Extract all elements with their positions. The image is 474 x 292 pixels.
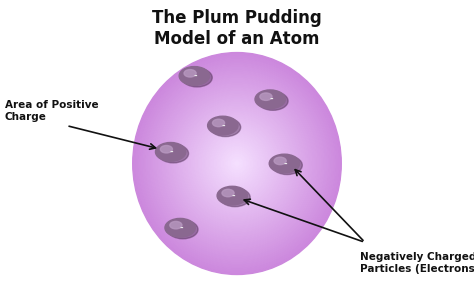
Ellipse shape — [209, 134, 265, 193]
Ellipse shape — [199, 123, 275, 204]
Circle shape — [260, 93, 272, 100]
Circle shape — [179, 67, 210, 85]
Circle shape — [272, 156, 302, 175]
Circle shape — [155, 142, 186, 161]
Ellipse shape — [190, 114, 284, 213]
Circle shape — [170, 221, 182, 229]
Ellipse shape — [232, 158, 242, 169]
Ellipse shape — [169, 91, 305, 236]
Ellipse shape — [154, 75, 320, 252]
Text: The Plum Pudding
Model of an Atom: The Plum Pudding Model of an Atom — [152, 9, 322, 48]
Ellipse shape — [228, 154, 246, 173]
Ellipse shape — [197, 121, 277, 206]
Ellipse shape — [201, 125, 273, 202]
Ellipse shape — [185, 108, 289, 219]
Ellipse shape — [152, 73, 322, 254]
Ellipse shape — [235, 162, 239, 165]
Ellipse shape — [176, 99, 298, 228]
Ellipse shape — [195, 119, 279, 208]
Circle shape — [274, 157, 286, 165]
Ellipse shape — [202, 126, 272, 201]
Circle shape — [158, 144, 189, 163]
Ellipse shape — [159, 80, 315, 247]
Ellipse shape — [223, 149, 251, 178]
Circle shape — [208, 116, 238, 135]
Ellipse shape — [178, 101, 296, 226]
Circle shape — [255, 90, 285, 109]
Text: -: - — [231, 192, 235, 201]
Ellipse shape — [143, 64, 331, 263]
Ellipse shape — [146, 67, 328, 260]
Circle shape — [210, 118, 241, 137]
Ellipse shape — [145, 65, 329, 262]
Ellipse shape — [180, 102, 294, 225]
Circle shape — [182, 68, 212, 87]
Ellipse shape — [183, 106, 291, 221]
Ellipse shape — [133, 53, 341, 274]
Ellipse shape — [173, 95, 301, 232]
Ellipse shape — [187, 110, 287, 217]
Circle shape — [168, 220, 198, 239]
Ellipse shape — [230, 156, 244, 171]
Ellipse shape — [148, 69, 326, 258]
Ellipse shape — [150, 71, 324, 256]
Ellipse shape — [162, 84, 312, 243]
Ellipse shape — [188, 112, 286, 215]
Circle shape — [222, 189, 234, 197]
Ellipse shape — [213, 138, 261, 190]
Ellipse shape — [136, 56, 338, 271]
Ellipse shape — [141, 62, 333, 265]
Ellipse shape — [211, 136, 263, 191]
Ellipse shape — [227, 152, 247, 175]
Ellipse shape — [225, 151, 249, 176]
Ellipse shape — [182, 104, 292, 223]
Ellipse shape — [219, 145, 255, 182]
Text: -: - — [193, 72, 197, 81]
Ellipse shape — [166, 88, 308, 239]
Ellipse shape — [135, 54, 339, 273]
Ellipse shape — [171, 93, 303, 234]
Ellipse shape — [155, 77, 319, 251]
Ellipse shape — [192, 115, 282, 212]
Ellipse shape — [140, 60, 334, 267]
Ellipse shape — [214, 140, 260, 187]
Circle shape — [269, 154, 300, 173]
Text: -: - — [222, 121, 225, 131]
Ellipse shape — [221, 147, 253, 180]
Circle shape — [217, 186, 247, 205]
Ellipse shape — [161, 82, 313, 245]
Ellipse shape — [174, 97, 300, 230]
Text: -: - — [170, 148, 173, 157]
Ellipse shape — [234, 160, 240, 167]
Ellipse shape — [157, 79, 317, 248]
Ellipse shape — [204, 128, 270, 199]
Circle shape — [160, 145, 173, 153]
Circle shape — [165, 218, 195, 237]
Ellipse shape — [208, 132, 266, 195]
Text: -: - — [179, 224, 182, 233]
Text: Area of Positive
Charge: Area of Positive Charge — [5, 100, 99, 122]
Ellipse shape — [216, 141, 258, 186]
Ellipse shape — [193, 117, 281, 210]
Text: -: - — [269, 95, 273, 104]
Circle shape — [212, 119, 225, 127]
Ellipse shape — [138, 58, 336, 269]
Text: -: - — [283, 159, 287, 168]
Ellipse shape — [164, 86, 310, 241]
Text: Negatively Charged
Particles (Electrons): Negatively Charged Particles (Electrons) — [360, 252, 474, 274]
Ellipse shape — [206, 130, 268, 197]
Ellipse shape — [167, 90, 307, 237]
Circle shape — [184, 69, 196, 77]
Ellipse shape — [218, 143, 256, 184]
Circle shape — [220, 188, 250, 207]
Circle shape — [258, 92, 288, 110]
